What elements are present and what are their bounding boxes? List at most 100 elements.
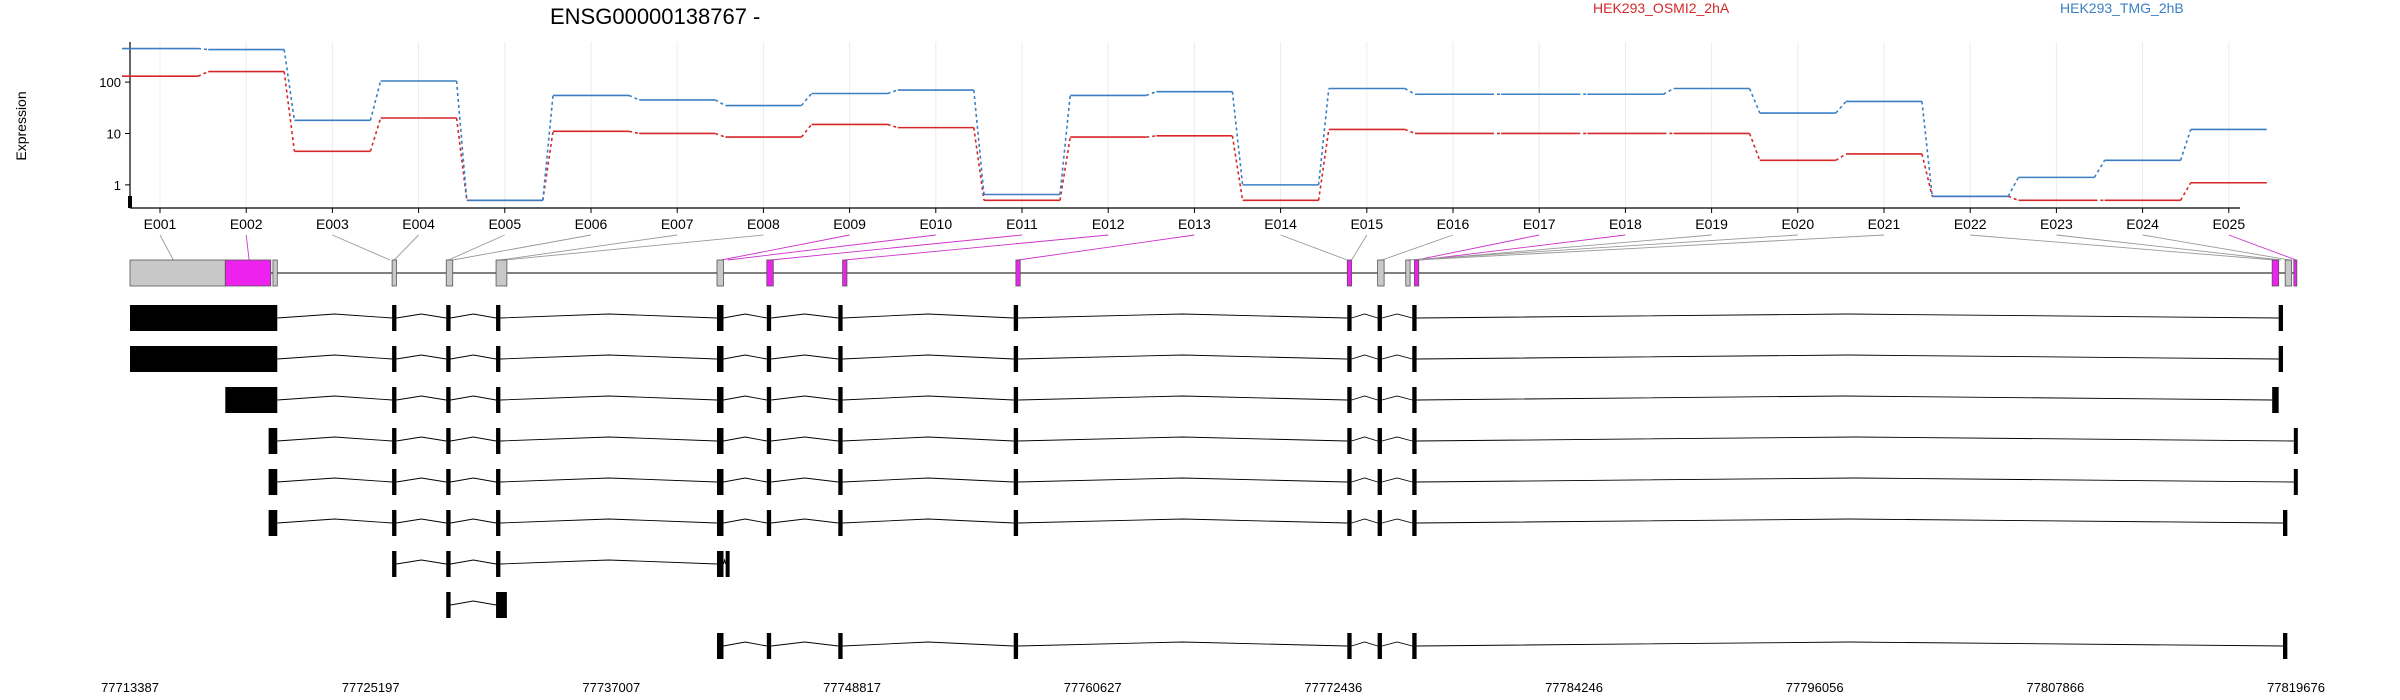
exon-connector xyxy=(727,234,936,261)
exon-block xyxy=(1013,387,1019,413)
summary-exon-box xyxy=(2284,259,2293,287)
exon-block xyxy=(1377,305,1382,331)
series-connector xyxy=(2007,195,2019,202)
intron-line xyxy=(723,313,767,319)
intron-line xyxy=(500,354,718,360)
intron-line xyxy=(842,313,1014,319)
intron-line xyxy=(842,436,1014,442)
exon-block xyxy=(1347,469,1352,495)
x-tick-labels: E001 E002 E003 E004 E005 E006 E007 E008 E009 E010… xyxy=(144,216,2246,232)
axis-origin-mark xyxy=(128,196,132,208)
intron-line xyxy=(771,641,839,647)
exon-block xyxy=(838,428,843,454)
exon-block xyxy=(446,346,451,372)
exon-block xyxy=(766,387,772,413)
intron-line xyxy=(450,477,497,483)
intron-line xyxy=(1416,436,2294,442)
exon-block xyxy=(2272,387,2279,413)
exon-block xyxy=(1412,346,1417,372)
exon-block xyxy=(2293,469,2298,495)
coordinate-label: 77819676 xyxy=(2267,680,2325,695)
transcript-5 xyxy=(268,469,2298,495)
series-connector xyxy=(2093,159,2106,178)
exon-label: E024 xyxy=(2126,216,2159,232)
exon-connector xyxy=(500,234,678,261)
summary-exon-box xyxy=(445,259,454,287)
exon-block xyxy=(766,428,772,454)
series-connector xyxy=(1921,153,1933,197)
intron-line xyxy=(1351,518,1378,524)
exon-block xyxy=(2283,510,2288,536)
exon-block xyxy=(2278,346,2284,372)
series-connector xyxy=(887,123,899,129)
series-connector xyxy=(714,132,726,138)
series-lines xyxy=(122,47,2267,202)
exon-block xyxy=(766,469,772,495)
coordinate-label: 77784246 xyxy=(1545,680,1603,695)
exon-block xyxy=(2293,428,2298,454)
intron-line xyxy=(1381,313,1413,319)
summary-exon-box xyxy=(716,259,724,287)
exon-block xyxy=(392,346,397,372)
series-connector xyxy=(1404,128,1416,135)
exon-label: E023 xyxy=(2040,216,2073,232)
transcript-6 xyxy=(268,510,2288,536)
exon-label: E001 xyxy=(144,216,177,232)
series-connector xyxy=(1231,135,1244,201)
series-connector xyxy=(628,130,640,135)
intron-line xyxy=(723,395,767,401)
exon-block xyxy=(496,387,501,413)
exon-label: E014 xyxy=(1264,216,1297,232)
exon-summary-track xyxy=(129,259,2298,287)
exon-connector xyxy=(1407,234,1798,261)
intron-line xyxy=(450,395,497,401)
exon-block xyxy=(392,387,397,413)
summary-exon-box xyxy=(272,259,278,287)
intron-line xyxy=(842,354,1014,360)
intron-line xyxy=(277,436,393,442)
exon-connector xyxy=(393,234,419,261)
exon-block xyxy=(1377,633,1382,659)
transcript-8 xyxy=(446,592,507,618)
exon-block xyxy=(716,510,724,536)
transcript-4 xyxy=(268,428,2298,454)
intron-line xyxy=(1381,641,1413,647)
exon-label: E025 xyxy=(2212,216,2245,232)
exon-block xyxy=(1412,305,1417,331)
series-connector xyxy=(369,80,382,121)
intron-line xyxy=(277,518,393,524)
series-connector xyxy=(1317,88,1330,185)
intron-line xyxy=(723,558,727,565)
intron-line xyxy=(450,436,497,442)
intron-line xyxy=(450,518,497,524)
exon-block xyxy=(2278,305,2284,331)
series-connector xyxy=(1663,87,1674,95)
coordinate-label: 77713387 xyxy=(101,680,159,695)
summary-exon-box xyxy=(495,259,508,287)
exon-block xyxy=(446,510,451,536)
intron-line xyxy=(450,313,497,319)
intron-line xyxy=(771,477,839,483)
exon-block xyxy=(1412,428,1417,454)
series-connector xyxy=(1231,91,1244,185)
exon-connector xyxy=(452,234,592,261)
series-connector xyxy=(973,127,985,201)
intron-line xyxy=(1416,354,2279,360)
series-connector xyxy=(2179,182,2192,201)
exon-block xyxy=(838,305,843,331)
axes: 1 10 100 xyxy=(99,42,2240,213)
exon-block xyxy=(1347,633,1352,659)
summary-exon-box xyxy=(224,259,272,287)
exon-connector xyxy=(504,234,764,261)
summary-exon-box xyxy=(1377,259,1385,287)
exon-block xyxy=(392,510,397,536)
exon-label: E005 xyxy=(488,216,521,232)
intron-line xyxy=(723,436,767,442)
exon-connector xyxy=(1381,234,1454,261)
intron-line xyxy=(396,313,447,319)
exon-connector xyxy=(332,234,391,261)
coordinate-label: 77796056 xyxy=(1786,680,1844,695)
intron-line xyxy=(1018,477,1348,483)
series-connector xyxy=(1404,87,1416,95)
exon-block xyxy=(1377,469,1382,495)
